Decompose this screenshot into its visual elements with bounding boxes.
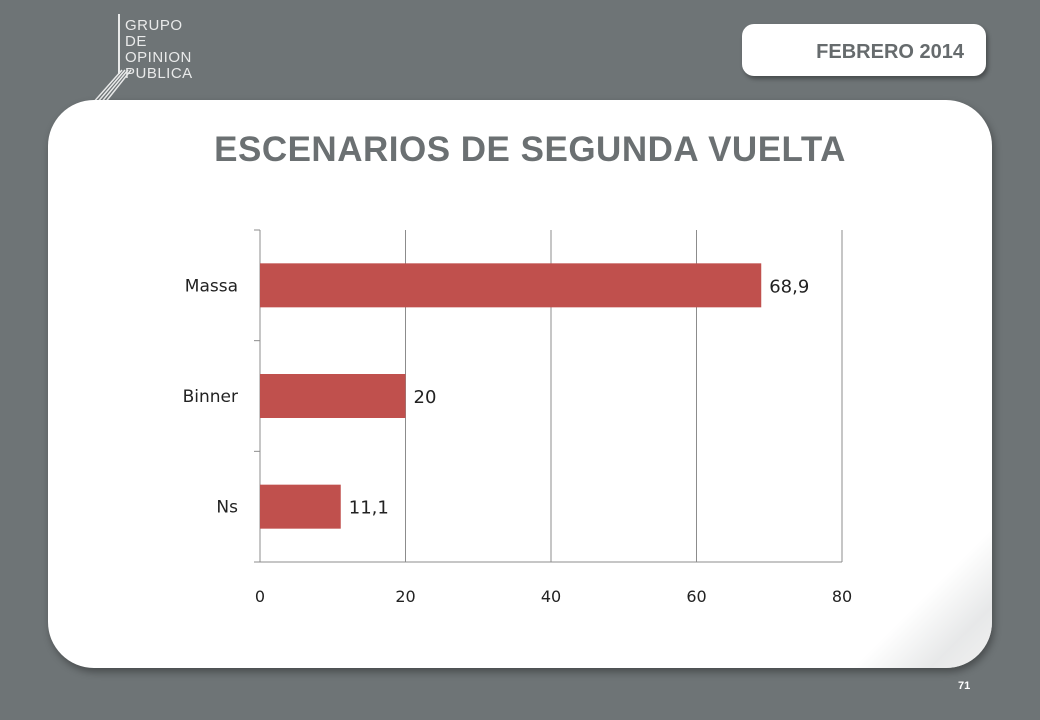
bar-massa <box>260 263 762 308</box>
logo-line-3: OPINION <box>125 49 192 66</box>
category-label-binner: Binner <box>183 387 238 407</box>
page-curl-decoration <box>842 508 992 668</box>
date-tab: FEBRERO 2014 <box>742 24 986 76</box>
x-tick-label-60: 60 <box>686 587 706 606</box>
grupo-opinion-publica-logo: GRUPO DE OPINION PUBLICA <box>84 12 224 112</box>
slide-title: ESCENARIOS DE SEGUNDA VUELTA <box>214 130 846 169</box>
x-tick-label-0: 0 <box>255 587 265 606</box>
logo-line-4: PUBLICA <box>125 65 193 82</box>
logo-stripes-icon <box>91 14 132 105</box>
date-label: FEBRERO 2014 <box>816 41 964 63</box>
logo-line-2: DE <box>125 33 147 50</box>
slide-card <box>48 100 992 668</box>
category-label-ns: Ns <box>216 498 238 518</box>
x-tick-label-20: 20 <box>395 587 415 606</box>
category-label-massa: Massa <box>185 276 238 296</box>
page-number: 71 <box>958 680 971 692</box>
x-tick-label-80: 80 <box>832 587 852 606</box>
value-label-massa: 68,9 <box>769 276 809 297</box>
value-label-binner: 20 <box>414 387 437 408</box>
value-label-ns: 11,1 <box>349 498 389 519</box>
logo-line-1: GRUPO <box>125 17 183 34</box>
logo-wordmark: GRUPO DE OPINION PUBLICA <box>125 18 193 82</box>
bar-ns <box>260 484 341 529</box>
bar-binner <box>260 374 406 418</box>
x-tick-label-40: 40 <box>541 587 561 606</box>
